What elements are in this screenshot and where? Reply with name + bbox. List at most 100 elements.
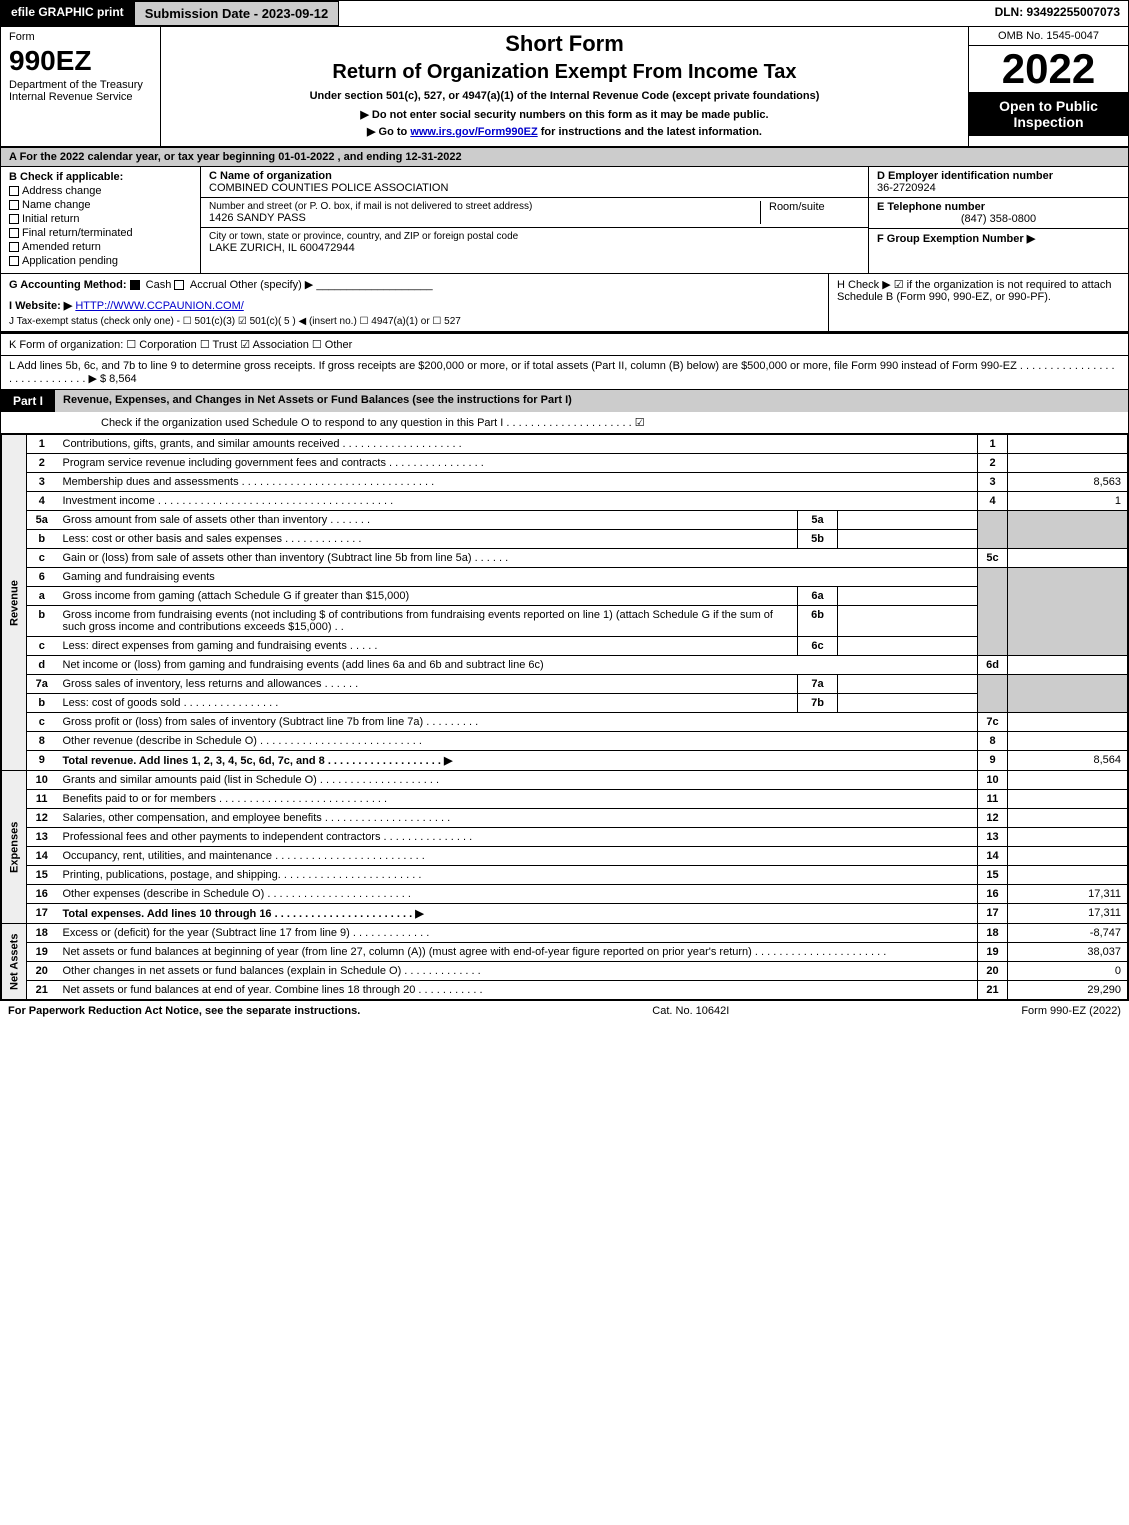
address-value: 1426 SANDY PASS <box>209 212 760 224</box>
section-d: D Employer identification number 36-2720… <box>869 167 1128 198</box>
line-num: 6 <box>27 568 57 587</box>
cash-label: Cash <box>146 279 172 291</box>
section-c: C Name of organization COMBINED COUNTIES… <box>201 167 868 273</box>
open-public-badge: Open to Public Inspection <box>969 92 1128 136</box>
room-suite-label: Room/suite <box>760 201 860 224</box>
line-value <box>1008 847 1128 866</box>
check-application-pending[interactable]: Application pending <box>9 255 192 267</box>
footer-row: For Paperwork Reduction Act Notice, see … <box>0 1001 1129 1021</box>
check-name-change[interactable]: Name change <box>9 199 192 211</box>
sub-line-value <box>838 587 978 606</box>
submission-date-badge: Submission Date - 2023-09-12 <box>134 1 340 26</box>
table-row: 8 Other revenue (describe in Schedule O)… <box>2 732 1128 751</box>
line-value: 1 <box>1008 492 1128 511</box>
line-desc: Less: direct expenses from gaming and fu… <box>57 637 798 656</box>
line-desc: Less: cost of goods sold . . . . . . . .… <box>57 694 798 713</box>
line-desc: Gross sales of inventory, less returns a… <box>57 675 798 694</box>
table-row: 11 Benefits paid to or for members . . .… <box>2 790 1128 809</box>
line-desc: Grants and similar amounts paid (list in… <box>57 771 978 790</box>
line-desc: Contributions, gifts, grants, and simila… <box>57 435 978 454</box>
line-value: 17,311 <box>1008 904 1128 924</box>
line-value: 8,564 <box>1008 751 1128 771</box>
top-bar: efile GRAPHIC print Submission Date - 20… <box>1 1 1128 27</box>
line-num: 13 <box>27 828 57 847</box>
table-row: 17 Total expenses. Add lines 10 through … <box>2 904 1128 924</box>
return-title: Return of Organization Exempt From Incom… <box>169 61 960 84</box>
footer-right: Form 990-EZ (2022) <box>1021 1005 1121 1017</box>
website-link[interactable]: HTTP://WWW.CCPAUNION.COM/ <box>75 300 243 312</box>
checkbox-icon <box>9 256 19 266</box>
line-desc: Other changes in net assets or fund bala… <box>57 962 978 981</box>
instruction-1: ▶ Do not enter social security numbers o… <box>169 108 960 121</box>
check-final-return[interactable]: Final return/terminated <box>9 227 192 239</box>
line-value <box>1008 713 1128 732</box>
line-value: -8,747 <box>1008 924 1128 943</box>
form-container: efile GRAPHIC print Submission Date - 20… <box>0 0 1129 1001</box>
line-desc: Total expenses. Add lines 10 through 16 … <box>57 904 978 924</box>
top-bar-left: efile GRAPHIC print Submission Date - 20… <box>1 1 339 26</box>
check-amended-return[interactable]: Amended return <box>9 241 192 253</box>
line-desc: Total revenue. Add lines 1, 2, 3, 4, 5c,… <box>57 751 978 771</box>
table-row: 12 Salaries, other compensation, and emp… <box>2 809 1128 828</box>
org-name-row: C Name of organization COMBINED COUNTIES… <box>201 167 868 198</box>
gray-cell <box>978 675 1008 713</box>
table-row: c Less: direct expenses from gaming and … <box>2 637 1128 656</box>
line-num: 11 <box>27 790 57 809</box>
table-row: 2 Program service revenue including gove… <box>2 454 1128 473</box>
line-desc: Gross profit or (loss) from sales of inv… <box>57 713 978 732</box>
line-num: 2 <box>27 454 57 473</box>
line-ref: 9 <box>978 751 1008 771</box>
info-grid: B Check if applicable: Address change Na… <box>1 167 1128 274</box>
revenue-vertical-label: Revenue <box>2 435 27 771</box>
line-desc: Salaries, other compensation, and employ… <box>57 809 978 828</box>
info-right-column: D Employer identification number 36-2720… <box>868 167 1128 273</box>
line-desc: Occupancy, rent, utilities, and maintena… <box>57 847 978 866</box>
sub-line-ref: 7b <box>798 694 838 713</box>
line-num: 19 <box>27 943 57 962</box>
table-row: d Net income or (loss) from gaming and f… <box>2 656 1128 675</box>
line-ref: 18 <box>978 924 1008 943</box>
part-1-header: Part I Revenue, Expenses, and Changes in… <box>1 390 1128 412</box>
line-value: 38,037 <box>1008 943 1128 962</box>
group-exemption-label: F Group Exemption Number ▶ <box>877 232 1120 245</box>
header-left: Form 990EZ Department of the Treasury In… <box>1 27 161 146</box>
check-initial-return[interactable]: Initial return <box>9 213 192 225</box>
sub-line-value <box>838 606 978 637</box>
check-address-change[interactable]: Address change <box>9 185 192 197</box>
line-desc: Other revenue (describe in Schedule O) .… <box>57 732 978 751</box>
expenses-vertical-label: Expenses <box>2 771 27 924</box>
table-row: b Gross income from fundraising events (… <box>2 606 1128 637</box>
irs-link[interactable]: www.irs.gov/Form990EZ <box>410 126 537 138</box>
line-ref: 19 <box>978 943 1008 962</box>
line-ref: 2 <box>978 454 1008 473</box>
line-num: 3 <box>27 473 57 492</box>
table-row: b Less: cost or other basis and sales ex… <box>2 530 1128 549</box>
department-label: Department of the Treasury Internal Reve… <box>9 79 152 103</box>
line-num: b <box>27 606 57 637</box>
table-row: 7a Gross sales of inventory, less return… <box>2 675 1128 694</box>
efile-print-button[interactable]: efile GRAPHIC print <box>1 1 134 26</box>
line-ref: 11 <box>978 790 1008 809</box>
line-ref: 12 <box>978 809 1008 828</box>
line-num: 1 <box>27 435 57 454</box>
line-desc: Investment income . . . . . . . . . . . … <box>57 492 978 511</box>
table-row: c Gain or (loss) from sale of assets oth… <box>2 549 1128 568</box>
line-ref: 8 <box>978 732 1008 751</box>
footer-left: For Paperwork Reduction Act Notice, see … <box>8 1005 360 1017</box>
checkbox-icon <box>9 228 19 238</box>
header-center: Short Form Return of Organization Exempt… <box>161 27 968 146</box>
table-row: b Less: cost of goods sold . . . . . . .… <box>2 694 1128 713</box>
table-row: 19 Net assets or fund balances at beginn… <box>2 943 1128 962</box>
sub-line-ref: 6a <box>798 587 838 606</box>
line-value: 29,290 <box>1008 981 1128 1000</box>
line-num: 21 <box>27 981 57 1000</box>
section-k-row: K Form of organization: ☐ Corporation ☐ … <box>1 332 1128 356</box>
calendar-year-row: A For the 2022 calendar year, or tax yea… <box>1 148 1128 167</box>
footer-center: Cat. No. 10642I <box>652 1005 729 1017</box>
section-g: G Accounting Method: Cash Accrual Other … <box>1 274 828 331</box>
line-num: 16 <box>27 885 57 904</box>
line-table: Revenue 1 Contributions, gifts, grants, … <box>1 434 1128 1000</box>
table-row: a Gross income from gaming (attach Sched… <box>2 587 1128 606</box>
line-num: 8 <box>27 732 57 751</box>
line-num: c <box>27 713 57 732</box>
